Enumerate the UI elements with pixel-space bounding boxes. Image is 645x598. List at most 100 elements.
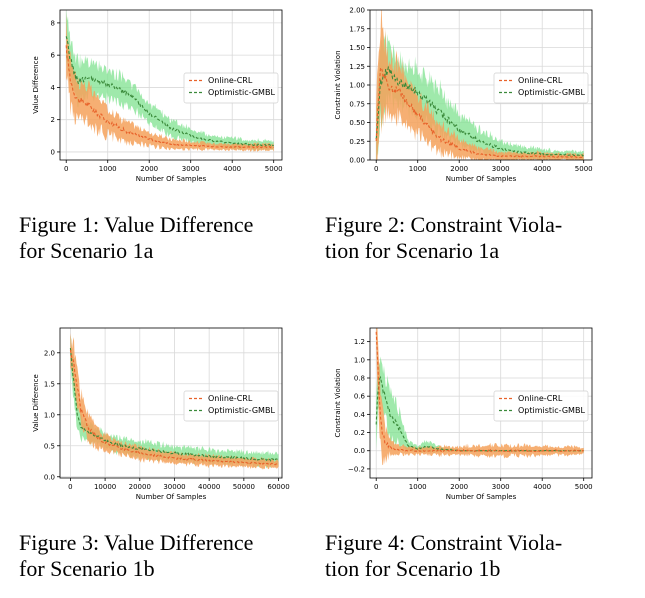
plot-frame	[59, 327, 283, 479]
x-tick-label: 40000	[198, 483, 220, 491]
figure-4-caption-line1: Figure 4: Constraint Viola-	[325, 530, 563, 555]
plot-frame	[369, 327, 593, 479]
y-tick-label: 0.4	[354, 411, 366, 419]
y-tick-label: 1.2	[354, 338, 365, 346]
series-line-optimistic-gmbl	[69, 348, 279, 462]
series-line-online-crl	[65, 45, 274, 149]
x-tick-label: 20000	[129, 483, 151, 491]
legend-box	[183, 390, 279, 422]
series-line-online-crl	[375, 66, 584, 159]
x-tick-label: 30000	[163, 483, 185, 491]
figure-2-caption: Figure 2: Constraint Viola-tion for Scen…	[325, 212, 562, 264]
x-tick-label: 0	[68, 483, 72, 491]
figure-2-caption-line2: tion for Scenario 1a	[325, 238, 500, 263]
y-tick-label: 4	[51, 84, 56, 92]
y-tick-label: 2.0	[44, 349, 55, 357]
figure-3-caption-line1: Figure 3: Value Difference	[19, 530, 254, 555]
chart-panel-1: 0 1000 2000 3000 4000 5000 0 2 4 6 8 Number Of Samp…	[8, 4, 328, 194]
y-tick-label: 8	[51, 19, 55, 27]
series-band-online-crl	[66, 13, 274, 152]
legend-box	[493, 390, 589, 422]
figure-1-caption-line2: for Scenario 1a	[19, 238, 154, 263]
x-tick-label: 2000	[140, 165, 158, 173]
chart-2-svg: 0 1000 2000 3000 4000 5000 0.00 0.25 0.50 0.75 1.0…	[334, 7, 593, 184]
y-tick-label: 0.6	[354, 393, 366, 401]
plot-frame	[59, 9, 283, 161]
legend-label-optimistic-gmbl: Optimistic-GMBL	[518, 88, 585, 97]
x-axis-label: Number Of Samples	[136, 493, 207, 501]
legend-label-online-crl: Online-CRL	[208, 76, 253, 85]
x-axis-label: Number Of Samples	[446, 175, 517, 183]
figure-2-caption-line1: Figure 2: Constraint Viola-	[325, 212, 563, 237]
x-tick-label: 2000	[450, 483, 468, 491]
y-tick-label: 0.8	[354, 375, 365, 383]
y-tick-label: 0.0	[44, 473, 55, 481]
legend-label-optimistic-gmbl: Optimistic-GMBL	[518, 406, 585, 415]
y-tick-label: 0.5	[44, 442, 55, 450]
x-tick-label: 60000	[267, 483, 289, 491]
y-axis-label: Value Difference	[32, 374, 40, 432]
x-tick-label: 2000	[450, 165, 468, 173]
chart-3-svg: 0 10000 20000 30000 40000 50000 60000 0.0 0.5 1.0…	[32, 327, 290, 501]
x-tick-label: 1000	[409, 165, 427, 173]
x-tick-label: 1000	[99, 165, 117, 173]
x-tick-label: 0	[374, 483, 378, 491]
y-tick-label: 0.75	[349, 100, 365, 108]
legend-label-optimistic-gmbl: Optimistic-GMBL	[208, 406, 275, 415]
x-tick-label: 3000	[492, 165, 510, 173]
x-tick-label: 0	[64, 165, 68, 173]
x-tick-label: 5000	[575, 483, 593, 491]
figure-1-caption: Figure 1: Value Difference for Scenario 1…	[19, 212, 253, 264]
figure-4-caption: Figure 4: Constraint Viola-tion for Scen…	[325, 530, 562, 582]
chart-1-svg: 0 1000 2000 3000 4000 5000 0 2 4 6 8 Number Of Samp…	[32, 9, 283, 183]
y-tick-label: 0	[51, 148, 55, 156]
figure-4-caption-line2: tion for Scenario 1b	[325, 556, 501, 581]
series-line-optimistic-gmbl	[65, 36, 274, 147]
legend-box	[493, 72, 589, 104]
chart-panel-3: 0 10000 20000 30000 40000 50000 60000 0.0 0.5 1.0…	[8, 322, 328, 512]
legend-label-optimistic-gmbl: Optimistic-GMBL	[208, 88, 275, 97]
plot-series-group	[69, 333, 279, 470]
legend-box	[183, 72, 279, 104]
series-band-online-crl	[376, 10, 584, 160]
x-tick-label: 10000	[94, 483, 116, 491]
series-line-online-crl	[375, 331, 584, 453]
plot-series-group	[375, 10, 585, 160]
series-line-online-crl	[69, 349, 279, 466]
legend-label-online-crl: Online-CRL	[208, 394, 253, 403]
x-tick-label: 0	[374, 165, 378, 173]
y-tick-label: 0.0	[354, 447, 365, 455]
y-tick-label: 1.00	[349, 82, 365, 90]
series-band-online-crl	[376, 328, 584, 466]
y-tick-label: 1.5	[44, 380, 55, 388]
y-tick-label: −0.2	[348, 465, 365, 473]
series-line-optimistic-gmbl	[375, 65, 585, 157]
x-tick-label: 1000	[409, 483, 427, 491]
x-tick-label: 4000	[533, 483, 551, 491]
chart-panel-2: 0 1000 2000 3000 4000 5000 0.00 0.25 0.50 0.75 1.0…	[318, 4, 638, 194]
x-axis-label: Number Of Samples	[446, 493, 517, 501]
y-tick-label: 0.50	[349, 119, 365, 127]
y-tick-label: 1.0	[354, 356, 365, 364]
y-tick-label: 1.0	[44, 411, 55, 419]
y-tick-label: 1.25	[349, 63, 365, 71]
figure-1-caption-line1: Figure 1: Value Difference	[19, 212, 254, 237]
chart-4-svg: 0 1000 2000 3000 4000 5000 −0.2 0.0 0.2 0.4 0.6 0.8…	[334, 327, 593, 501]
y-tick-label: 1.75	[349, 25, 365, 33]
y-axis-label: Constraint Violation	[334, 50, 342, 119]
legend-label-online-crl: Online-CRL	[518, 394, 563, 403]
y-tick-label: 0.25	[349, 138, 365, 146]
y-tick-label: 2.00	[349, 7, 365, 15]
y-tick-label: 0.00	[349, 157, 365, 165]
x-tick-label: 5000	[575, 165, 593, 173]
figure-3-caption: Figure 3: Value Difference for Scenario 1…	[19, 530, 253, 582]
y-tick-label: 0.2	[354, 429, 365, 437]
x-tick-label: 5000	[265, 165, 283, 173]
x-tick-label: 4000	[533, 165, 551, 173]
y-axis-label: Value Difference	[32, 56, 40, 114]
figure-3-caption-line2: for Scenario 1b	[19, 556, 155, 581]
series-band-optimistic-gmbl	[66, 10, 274, 151]
y-tick-label: 2	[51, 116, 55, 124]
y-axis-label: Constraint Violation	[334, 368, 342, 437]
legend-label-online-crl: Online-CRL	[518, 76, 563, 85]
